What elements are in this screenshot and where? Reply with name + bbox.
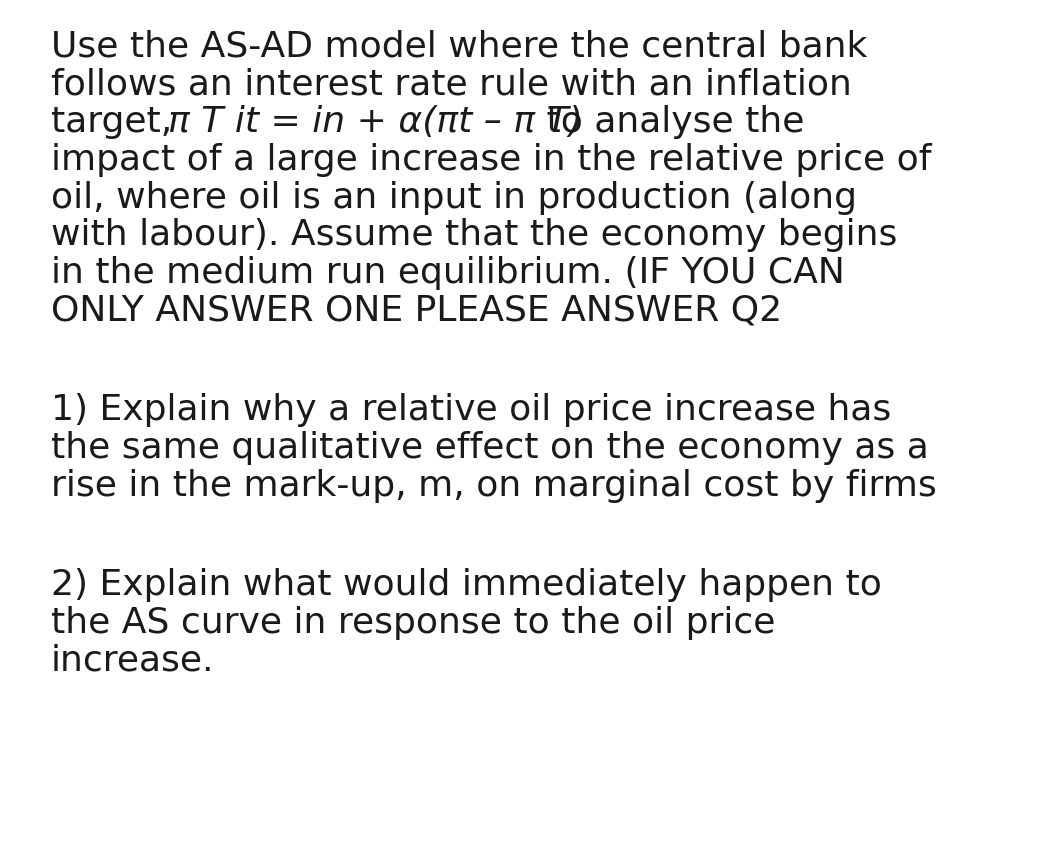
Text: ONLY ANSWER ONE PLEASE ANSWER Q2: ONLY ANSWER ONE PLEASE ANSWER Q2 bbox=[51, 294, 782, 328]
Text: the AS curve in response to the oil price: the AS curve in response to the oil pric… bbox=[51, 606, 775, 639]
Text: impact of a large increase in the relative price of: impact of a large increase in the relati… bbox=[51, 143, 931, 177]
Text: with labour). Assume that the economy begins: with labour). Assume that the economy be… bbox=[51, 218, 897, 253]
Text: in the medium run equilibrium. (IF YOU CAN: in the medium run equilibrium. (IF YOU C… bbox=[51, 256, 845, 290]
Text: rise in the mark-up, m, on marginal cost by firms: rise in the mark-up, m, on marginal cost… bbox=[51, 468, 936, 502]
Text: follows an interest rate rule with an inflation: follows an interest rate rule with an in… bbox=[51, 68, 852, 102]
Text: target,: target, bbox=[51, 105, 184, 140]
Text: 2) Explain what would immediately happen to: 2) Explain what would immediately happen… bbox=[51, 568, 881, 602]
Text: oil, where oil is an input in production (along: oil, where oil is an input in production… bbox=[51, 181, 857, 215]
Text: the same qualitative effect on the economy as a: the same qualitative effect on the econo… bbox=[51, 431, 928, 465]
Text: to analyse the: to analyse the bbox=[535, 105, 804, 140]
Text: increase.: increase. bbox=[51, 644, 214, 677]
Text: 1) Explain why a relative oil price increase has: 1) Explain why a relative oil price incr… bbox=[51, 393, 891, 427]
Text: π T it = in + α(πt – π T): π T it = in + α(πt – π T) bbox=[168, 105, 583, 140]
Text: Use the AS-AD model where the central bank: Use the AS-AD model where the central ba… bbox=[51, 30, 868, 64]
